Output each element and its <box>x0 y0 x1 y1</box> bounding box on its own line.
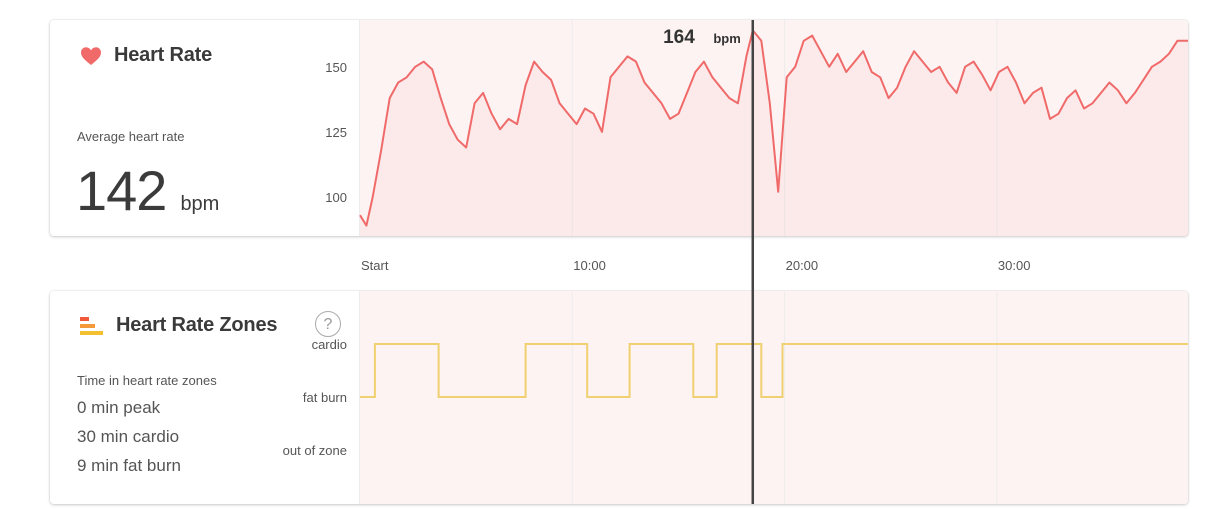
heart-rate-y-tick-label: 150 <box>325 60 347 75</box>
heart-rate-title: Heart Rate <box>114 44 213 66</box>
time-in-zones-label: Time in heart rate zones <box>77 373 217 388</box>
zones-title: Heart Rate Zones <box>116 314 278 336</box>
heart-rate-card: Heart Rate Average heart rate 142 bpm <box>50 20 1188 236</box>
zones-gridlines <box>571 292 998 504</box>
x-axis-tick-label: 30:00 <box>998 258 1031 273</box>
zone-summary-cardio: 30 min cardio <box>77 427 180 446</box>
heart-rate-line <box>359 29 1188 227</box>
zones-title-row: Heart Rate Zones <box>80 314 277 337</box>
x-axis-ticks: Start 10:00 20:00 30:00 <box>361 258 1030 273</box>
heart-rate-summary: Heart Rate Average heart rate 142 bpm <box>50 20 360 236</box>
x-axis-tick-label: 10:00 <box>573 258 606 273</box>
average-heart-rate-label: Average heart rate <box>77 129 185 144</box>
heart-rate-gridlines <box>571 20 998 236</box>
heart-rate-y-ticks: 100 125 150 <box>325 60 347 205</box>
heart-rate-title-row: Heart Rate <box>80 44 212 67</box>
zones-y-tick-label: fat burn <box>303 390 347 405</box>
average-heart-rate-unit: bpm <box>180 193 220 215</box>
cursor-value: 164 <box>663 27 695 48</box>
heart-rate-y-tick-label: 100 <box>325 190 347 205</box>
average-heart-rate-readout: 142 bpm <box>76 158 219 223</box>
zones-y-tick-label: out of zone <box>283 443 347 458</box>
heart-rate-y-tick-label: 125 <box>325 125 347 140</box>
zones-y-tick-label: cardio <box>312 337 347 352</box>
zones-bars-icon <box>80 316 103 335</box>
heart-rate-zones-summary: Heart Rate Zones ? Time in heart rate zo… <box>50 291 360 504</box>
zones-y-ticks: out of zone fat burn cardio <box>283 337 347 458</box>
heart-rate-area <box>360 30 1188 237</box>
heart-icon <box>81 46 101 65</box>
x-axis-tick-label: Start <box>361 258 389 273</box>
zones-line <box>360 343 1188 398</box>
cursor-unit: bpm <box>713 31 740 46</box>
average-heart-rate-value: 142 <box>76 159 167 222</box>
zone-summary-peak: 0 min peak <box>77 398 161 417</box>
heart-rate-plot-area <box>359 20 1188 236</box>
zone-summary-fat-burn: 9 min fat burn <box>77 456 181 475</box>
help-icon[interactable]: ? <box>315 311 341 337</box>
x-axis-tick-label: 20:00 <box>786 258 819 273</box>
